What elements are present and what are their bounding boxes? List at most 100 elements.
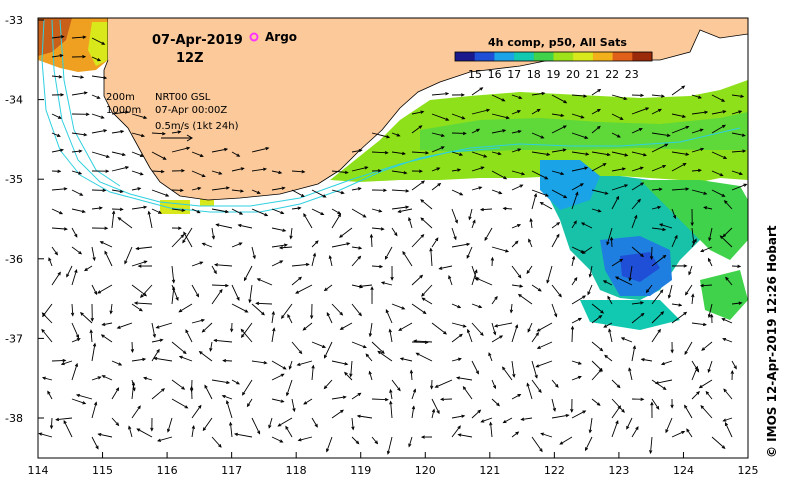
current-arrow (435, 379, 453, 388)
current-arrow (291, 263, 309, 267)
current-arrow-head (78, 171, 83, 175)
current-arrow (251, 189, 261, 194)
current-arrow-head (455, 376, 461, 380)
current-arrow-head (640, 93, 645, 98)
current-arrow (471, 151, 487, 158)
current-arrow (285, 426, 293, 438)
current-arrow (51, 75, 62, 78)
current-arrow-head (160, 169, 165, 174)
current-arrow (651, 289, 664, 305)
current-arrow (671, 126, 689, 134)
current-arrow-head (527, 328, 531, 333)
current-arrow (389, 329, 393, 343)
current-arrow (251, 417, 261, 434)
current-arrow-head (420, 233, 425, 238)
current-arrow (324, 379, 333, 389)
current-arrow (711, 436, 726, 449)
current-arrow (369, 371, 373, 381)
current-arrow-head (281, 186, 286, 190)
current-arrow (111, 211, 115, 229)
current-arrow (211, 148, 228, 153)
current-arrow (691, 227, 695, 244)
current-arrow-head (658, 108, 662, 113)
current-arrow-head (195, 293, 200, 298)
current-arrow-head (492, 331, 497, 336)
current-arrow-head (662, 165, 667, 169)
current-arrow (458, 434, 473, 438)
current-arrow (651, 255, 666, 267)
current-arrow (117, 322, 133, 329)
current-arrow (91, 376, 101, 381)
current-arrow (671, 208, 676, 219)
current-arrow-head (502, 206, 507, 211)
current-arrow (231, 151, 240, 157)
current-arrow-head (584, 135, 589, 140)
colorbar-tick-label: 16 (488, 68, 502, 81)
current-arrow (111, 387, 119, 400)
current-arrow-head (461, 414, 466, 418)
current-arrow-head (686, 428, 690, 433)
current-arrow-head (560, 171, 565, 176)
current-arrow (271, 436, 283, 443)
current-arrow-head (707, 368, 711, 374)
current-arrow-head (626, 425, 630, 430)
current-arrow-head (79, 312, 84, 316)
current-arrow-head (159, 338, 164, 342)
current-arrow-head (535, 364, 540, 368)
current-arrow-head (282, 228, 287, 232)
current-arrow-head (685, 152, 690, 156)
current-arrow-head (604, 191, 609, 195)
current-arrow-head (357, 255, 362, 260)
current-arrow (291, 189, 305, 197)
current-arrow-head (534, 374, 538, 379)
current-arrow-head (435, 237, 439, 242)
current-arrow-head (615, 420, 619, 425)
current-arrow-head (301, 170, 306, 174)
current-arrow (191, 425, 195, 438)
current-arrow (551, 234, 560, 248)
current-arrow (71, 227, 78, 238)
current-arrow-head (420, 217, 425, 222)
current-arrow (101, 334, 113, 343)
current-arrow (311, 417, 318, 428)
current-arrow-head (738, 301, 743, 305)
current-arrow (151, 151, 166, 160)
current-arrow-head (602, 163, 607, 167)
colorbar-swatch (592, 52, 614, 61)
current-arrow-head (296, 362, 301, 366)
current-arrow (631, 182, 644, 191)
current-arrow-head (698, 384, 703, 389)
current-arrow (351, 303, 362, 316)
current-arrow (385, 309, 393, 324)
current-arrow-head (157, 438, 162, 442)
current-arrow (502, 366, 513, 381)
current-arrow (71, 363, 78, 381)
current-arrow-head (577, 375, 582, 380)
current-arrow (511, 284, 523, 287)
current-arrow (631, 346, 636, 362)
current-arrow-head (323, 385, 328, 390)
current-arrow (51, 132, 61, 137)
current-arrow-head (139, 172, 144, 176)
current-arrow (411, 234, 424, 248)
current-arrow (631, 167, 643, 172)
current-arrow-head (240, 189, 245, 193)
current-arrow (537, 322, 553, 332)
current-arrow-head (344, 170, 349, 175)
current-arrow (229, 422, 233, 438)
current-arrow-head (421, 297, 426, 301)
current-arrow-head (498, 191, 503, 195)
current-arrow-head (165, 193, 170, 197)
current-arrow (249, 284, 253, 303)
current-arrow (651, 398, 660, 410)
current-arrow (148, 211, 153, 229)
current-arrow-head (92, 257, 96, 262)
colorbar-tick-label: 19 (546, 68, 560, 81)
current-arrow-head (119, 207, 124, 212)
current-arrow (171, 265, 175, 283)
current-arrow-head (97, 58, 102, 62)
current-arrow (451, 189, 463, 196)
current-arrow (242, 379, 253, 396)
current-arrow (510, 303, 513, 313)
current-arrow-head (162, 156, 167, 160)
